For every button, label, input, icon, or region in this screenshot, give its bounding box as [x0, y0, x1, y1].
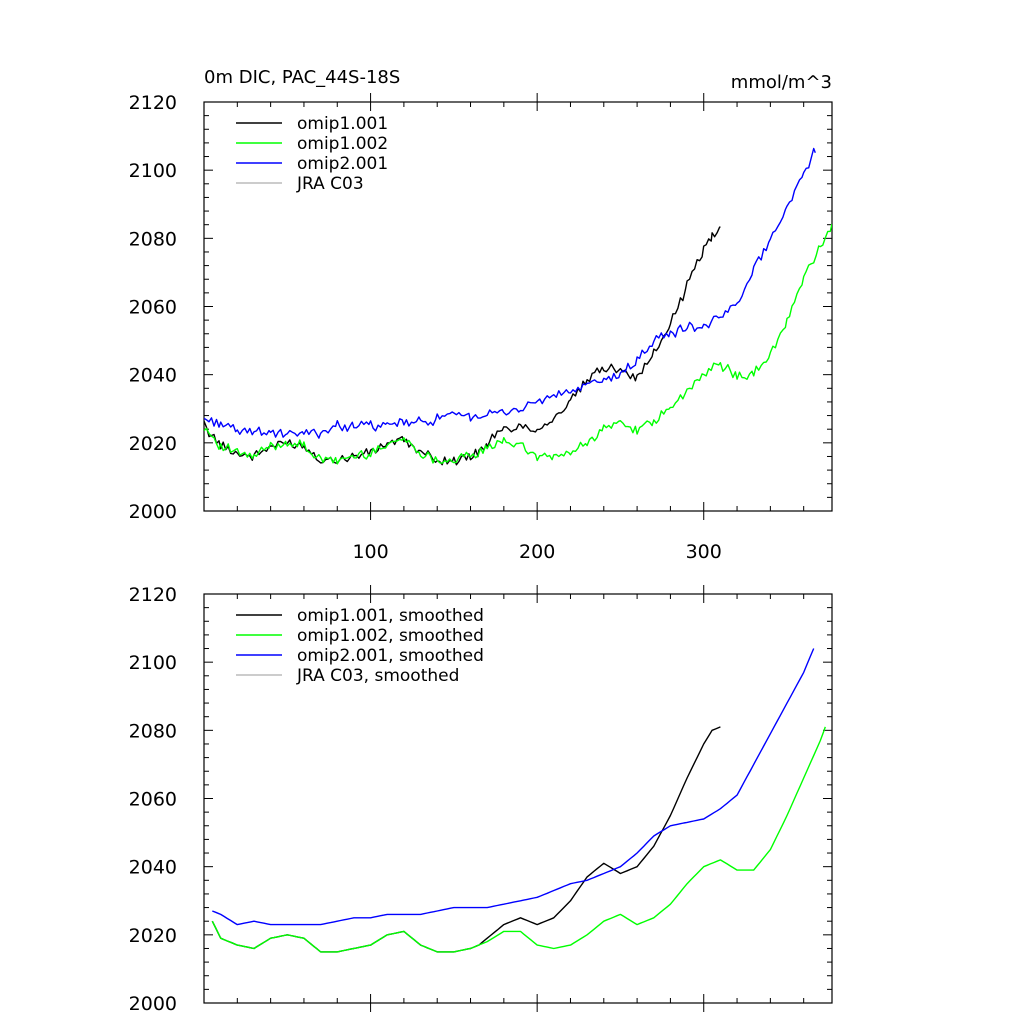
legend-label-2: omip1.002	[297, 134, 388, 154]
x-tick-label: 200	[519, 541, 555, 563]
series-line-3	[212, 648, 815, 926]
legend-label-3: omip2.001	[297, 154, 388, 174]
y-tick-label: 2080	[129, 228, 177, 250]
x-tick-label: 300	[686, 541, 722, 563]
chart-panel-2: 2000 2020 2040 2060 2080 2100 2120 omip1.001, s…	[129, 584, 833, 1015]
legend-label-4: JRA C03	[296, 174, 364, 194]
series-line-2	[211, 726, 826, 953]
series-line-1	[211, 726, 721, 953]
y-tick-label: 2080	[129, 720, 177, 742]
legend-label-2: omip1.002, smoothed	[297, 626, 484, 646]
series-line-1	[204, 226, 721, 466]
x-tick-label: 100	[352, 541, 388, 563]
legend-label-3: omip2.001, smoothed	[297, 646, 484, 666]
y-tick-label: 2060	[129, 297, 177, 319]
series-line-2	[204, 223, 832, 465]
chart-title: 0m DIC, PAC_44S-18S	[204, 67, 400, 88]
y-tick-label: 2100	[129, 652, 177, 674]
y-tick-label: 2020	[129, 433, 177, 455]
y-tick-label: 2040	[129, 857, 177, 879]
legend-label-4: JRA C03, smoothed	[296, 666, 459, 686]
series-line-3	[204, 147, 816, 439]
y-tick-label: 2000	[129, 501, 177, 523]
legend-label-1: omip1.001	[297, 114, 388, 134]
chart-panel-1: 2000 2020 2040 2060 2080 2100 2120 100 200 300 0m …	[129, 67, 833, 563]
y-tick-label: 2120	[129, 92, 177, 114]
y-tick-label: 2020	[129, 925, 177, 947]
y-tick-label: 2060	[129, 789, 177, 811]
y-tick-label: 2000	[129, 993, 177, 1015]
y-tick-label: 2100	[129, 160, 177, 182]
y-tick-label: 2040	[129, 365, 177, 387]
y-tick-label: 2120	[129, 584, 177, 606]
legend-label-1: omip1.001, smoothed	[297, 606, 484, 626]
chart-units: mmol/m^3	[731, 72, 832, 93]
